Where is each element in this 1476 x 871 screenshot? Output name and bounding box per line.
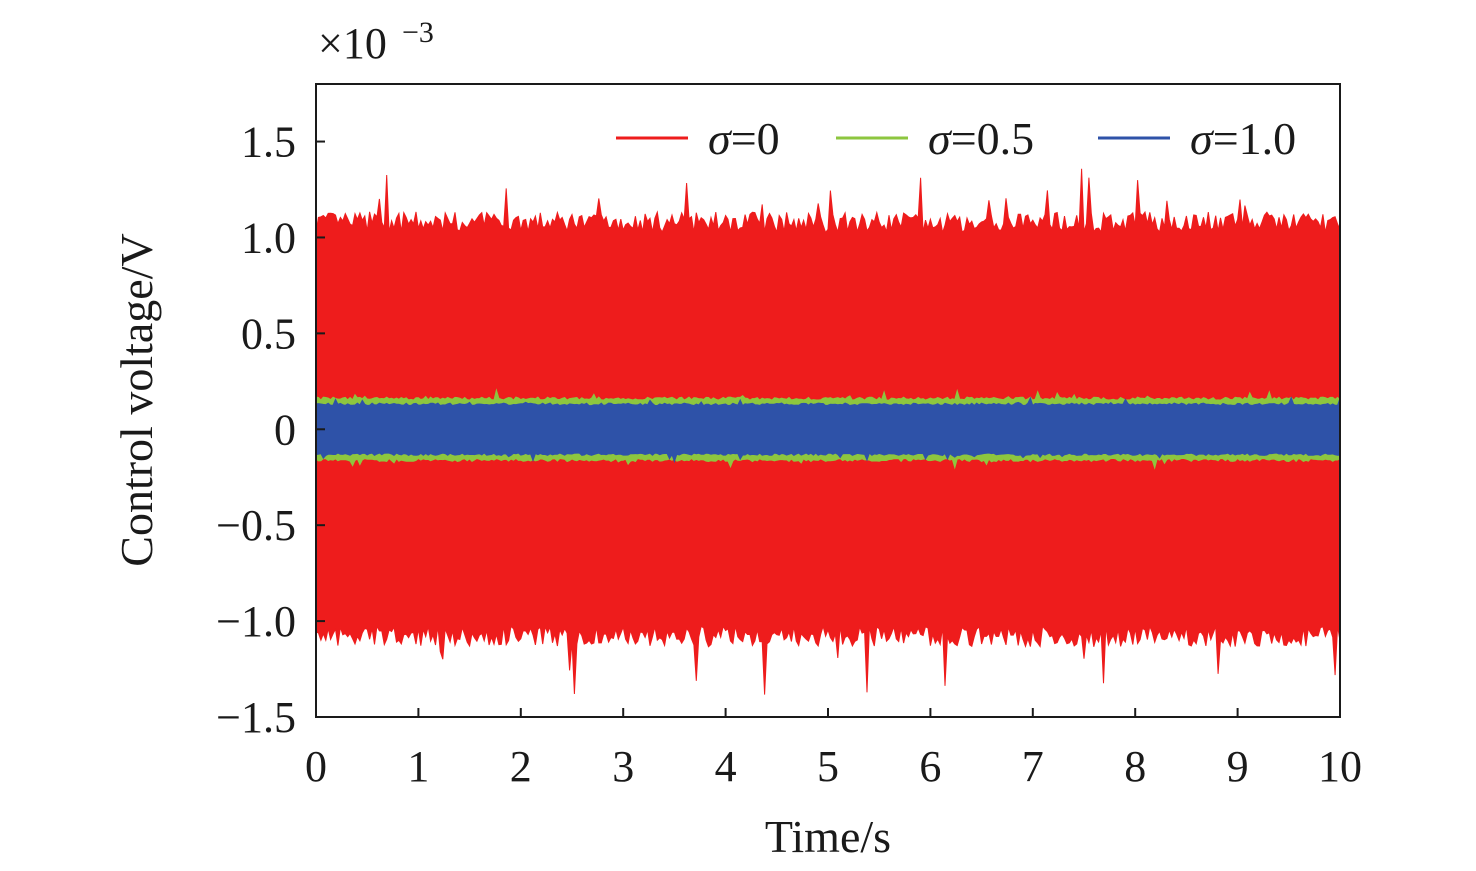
x-tick-label-9: 9: [1227, 742, 1249, 791]
x-tick-label-0: 0: [305, 742, 327, 791]
x-tick-label-7: 7: [1022, 742, 1044, 791]
x-tick-label-3: 3: [612, 742, 634, 791]
series-3-band: [316, 396, 1340, 464]
x-tick-label-2: 2: [510, 742, 532, 791]
x-tick-label-10: 10: [1318, 742, 1362, 791]
y-scale-multiplier: ×10 −3: [318, 16, 434, 68]
y-tick-label-0: −1.5: [216, 693, 296, 742]
x-tick-label-4: 4: [715, 742, 737, 791]
y-tick-label-4: 0.5: [241, 309, 296, 358]
legend-label-1: σ=0: [708, 113, 780, 164]
series-layer: [316, 168, 1340, 695]
x-axis-title: Time/s: [765, 811, 891, 862]
x-tick-label-6: 6: [919, 742, 941, 791]
y-tick-label-6: 1.5: [241, 118, 296, 167]
y-tick-label-2: −0.5: [216, 501, 296, 550]
y-scale-base: ×10: [318, 19, 387, 68]
labels-layer: 0 1 2 3 4 5 6 7 8 9 10 −1.5 −1.0 −0.5 0 0.5 1.0 1.5: [216, 118, 1362, 791]
x-tick-label-1: 1: [407, 742, 429, 791]
x-tick-label-5: 5: [817, 742, 839, 791]
legend-label-3: σ=1.0: [1190, 113, 1296, 164]
y-axis-title: Control voltage/V: [111, 233, 162, 566]
y-tick-label-1: −1.0: [216, 597, 296, 646]
legend: σ=0 σ=0.5 σ=1.0: [616, 113, 1296, 164]
y-scale-exponent: −3: [402, 16, 434, 49]
y-tick-label-3: 0: [274, 405, 296, 454]
legend-label-2: σ=0.5: [928, 113, 1034, 164]
ticks-layer: [315, 140, 1341, 718]
x-tick-label-8: 8: [1124, 742, 1146, 791]
y-tick-label-5: 1.0: [241, 213, 296, 262]
